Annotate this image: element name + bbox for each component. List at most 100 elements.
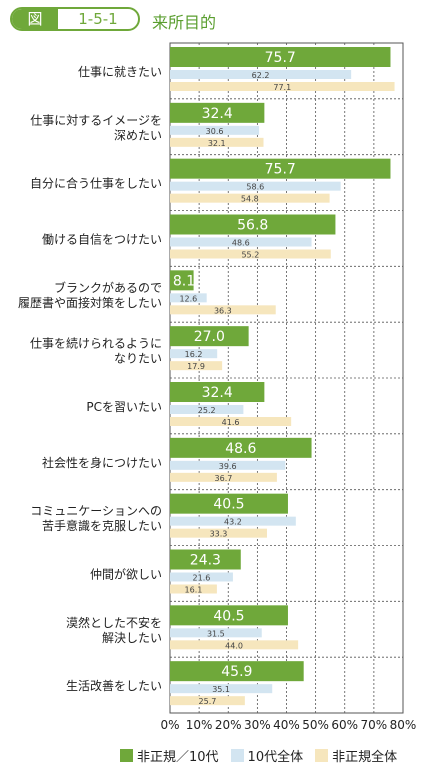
bar-series1	[170, 493, 288, 514]
data-label-series3: 36.7	[215, 474, 233, 483]
category-label: PCを習いたい	[86, 400, 162, 414]
data-label-series2: 48.6	[232, 239, 250, 248]
data-label-series2: 31.5	[207, 629, 225, 638]
legend-label-series2: 10代全体	[247, 749, 304, 765]
data-label-series3: 77.1	[273, 83, 291, 92]
bar-series2	[170, 237, 312, 247]
data-label-series2: 39.6	[219, 462, 237, 471]
x-tick-label: 40%	[273, 718, 300, 732]
bar-series1	[170, 382, 265, 402]
figure-header: 図 1-5-1 来所目的	[0, 0, 436, 40]
legend-item-series3: 非正規全体	[315, 746, 397, 765]
data-label-series1: 27.0	[194, 329, 225, 345]
category-label: 仕事を続けられるように	[30, 337, 162, 351]
data-label-series2: 35.1	[212, 685, 230, 694]
bar-series3	[170, 361, 223, 371]
bar-series3	[170, 249, 331, 259]
category-label: 解決したい	[102, 631, 162, 645]
legend-swatch-series3	[315, 748, 329, 762]
bar-series1	[170, 661, 304, 682]
bar-series3	[170, 472, 277, 482]
bar-series3	[170, 696, 245, 706]
x-tick-label: 30%	[244, 718, 271, 732]
figure-label: 図	[12, 9, 58, 29]
category-label: 漠然とした不安を	[66, 615, 162, 630]
data-label-series2: 58.6	[246, 183, 264, 192]
data-label-series1: 32.4	[202, 106, 233, 122]
legend-label-series1: 非正規／10代	[137, 749, 219, 765]
bar-series2	[170, 516, 296, 526]
data-label-series3: 17.9	[187, 362, 205, 371]
data-label-series1: 75.7	[265, 162, 296, 178]
bar-series2	[170, 70, 352, 79]
category-label: 自分に合う仕事をしたい	[30, 176, 162, 191]
bar-series2	[170, 181, 341, 191]
data-label-series1: 8.1	[173, 273, 195, 289]
category-label: なりたい	[114, 352, 162, 366]
bar-series2	[170, 349, 218, 359]
legend: 非正規／10代 10代全体 非正規全体	[120, 745, 409, 765]
x-tick-label: 0%	[160, 718, 179, 732]
bar-series1	[170, 102, 265, 123]
category-label: 働ける自信をつけたい	[42, 232, 162, 246]
bar-series1	[170, 437, 312, 458]
category-label: 仕事に対するイメージを	[30, 113, 162, 127]
legend-swatch-series1	[120, 748, 133, 762]
data-label-series1: 45.9	[221, 664, 252, 680]
data-label-series2: 12.6	[179, 294, 197, 303]
x-tick-label: 20%	[215, 718, 242, 732]
data-label-series1: 40.5	[213, 608, 244, 624]
bar-series3	[170, 82, 395, 91]
data-label-series1: 75.7	[265, 50, 296, 66]
data-label-series2: 16.2	[185, 350, 203, 359]
x-tick-label: 80%	[390, 718, 417, 732]
bar-series1	[170, 270, 194, 291]
category-label: 仕事に就きたい	[78, 65, 162, 79]
category-label: 社会性を身につけたい	[42, 455, 162, 470]
bar-series2	[170, 405, 244, 414]
data-label-series1: 32.4	[202, 385, 233, 401]
data-label-series3: 25.7	[199, 697, 217, 706]
bar-series1	[170, 158, 391, 179]
x-tick-label: 50%	[302, 718, 329, 732]
data-label-series2: 21.6	[193, 574, 211, 583]
bar-series2	[170, 460, 286, 470]
bar-series2	[170, 293, 207, 303]
legend-item-series1: 非正規／10代	[120, 746, 219, 765]
bar-series1	[170, 605, 288, 626]
legend-swatch-series2	[230, 748, 244, 762]
data-label-series2: 25.2	[198, 406, 216, 415]
chart-title: 来所目的	[152, 13, 217, 32]
category-label: ブランクがあるので	[54, 280, 162, 295]
data-label-series1: 56.8	[237, 218, 268, 234]
data-label-series3: 33.3	[210, 530, 228, 539]
figure-badge: 図 1-5-1	[10, 7, 140, 31]
category-label: 深めたい	[114, 128, 162, 142]
legend-item-series2: 10代全体	[230, 746, 304, 765]
bar-series3	[170, 640, 299, 650]
bar-series2	[170, 572, 233, 582]
bar-series2	[170, 628, 262, 638]
data-label-series3: 36.3	[214, 306, 232, 315]
bar-series1	[170, 214, 336, 235]
legend-label-series3: 非正規全体	[332, 749, 398, 765]
bar-series2	[170, 125, 260, 135]
x-tick-label: 60%	[331, 718, 358, 732]
x-tick-label: 10%	[186, 718, 213, 732]
data-label-series1: 24.3	[190, 553, 221, 569]
bar-series1	[170, 47, 391, 67]
data-label-series2: 30.6	[206, 127, 224, 136]
data-label-series3: 41.6	[222, 418, 240, 427]
bar-series1	[170, 549, 241, 570]
bar-series3	[170, 137, 264, 147]
bar-series1	[170, 326, 249, 347]
data-label-series1: 48.6	[225, 441, 256, 457]
category-label: 履歴書や面接対策をしたい	[18, 295, 162, 310]
category-label: 生活改善をしたい	[66, 678, 162, 693]
category-label: 苦手意識を克服したい	[42, 518, 162, 533]
bar-series3	[170, 305, 276, 315]
data-label-series3: 16.1	[185, 586, 203, 595]
bar-series2	[170, 684, 273, 694]
bar-series3	[170, 417, 292, 426]
